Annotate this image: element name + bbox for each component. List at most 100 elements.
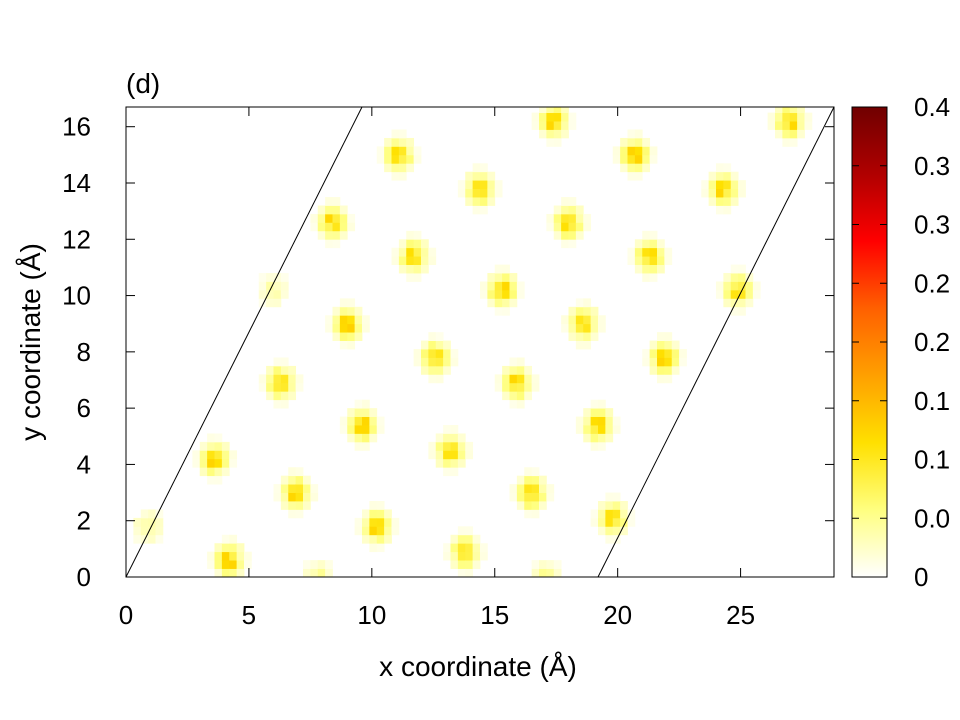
- density-cell: [362, 416, 370, 426]
- density-cell: [568, 315, 577, 325]
- density-cell: [575, 425, 584, 434]
- density-cell: [723, 180, 732, 190]
- density-cell: [539, 568, 547, 578]
- density-cell: [627, 517, 636, 527]
- density-cell: [288, 391, 297, 401]
- density-cell: [649, 357, 658, 367]
- density-cell: [273, 391, 282, 401]
- density-cell: [347, 306, 356, 316]
- density-cell: [428, 374, 437, 384]
- density-cell: [657, 340, 665, 350]
- density-cell: [745, 281, 754, 291]
- density-cell: [553, 107, 562, 114]
- density-cell: [221, 450, 230, 460]
- density-cell: [325, 315, 333, 325]
- density-cell: [391, 154, 400, 164]
- density-cell: [612, 416, 621, 426]
- density-cell: [730, 197, 739, 206]
- density-cell: [332, 205, 341, 215]
- density-cell: [620, 509, 628, 519]
- plot-area: [133, 107, 813, 578]
- density-cell: [339, 416, 348, 426]
- density-cell: [642, 357, 651, 367]
- density-cell: [480, 281, 488, 291]
- density-cell: [789, 112, 798, 122]
- density-cell: [605, 408, 614, 417]
- density-cell: [671, 365, 680, 375]
- density-cell: [465, 450, 474, 460]
- density-cell: [369, 501, 378, 510]
- x-tick-label: 25: [726, 600, 755, 630]
- density-cell: [332, 332, 341, 341]
- density-cell: [450, 543, 459, 553]
- density-cell: [583, 222, 592, 232]
- density-cell: [612, 517, 621, 527]
- density-cell: [339, 205, 348, 215]
- density-cell: [480, 205, 488, 215]
- density-cell: [590, 425, 599, 434]
- density-cell: [398, 171, 407, 181]
- density-cell: [716, 188, 724, 198]
- density-cell: [598, 323, 606, 333]
- density-cell: [332, 213, 341, 223]
- density-cell: [317, 205, 326, 215]
- density-peak: [258, 357, 304, 409]
- density-cell: [509, 399, 518, 409]
- density-cell: [280, 492, 289, 502]
- density-cell: [332, 323, 341, 333]
- density-cell: [310, 222, 319, 232]
- density-cell: [443, 365, 451, 375]
- density-peak: [207, 534, 252, 578]
- density-cell: [494, 264, 503, 274]
- density-cell: [428, 340, 437, 350]
- density-cell: [310, 213, 319, 223]
- density-cell: [516, 357, 525, 367]
- density-cell: [280, 484, 289, 493]
- density-cell: [590, 433, 599, 443]
- x-tick-label: 5: [242, 600, 256, 630]
- density-cell: [280, 374, 289, 384]
- density-cell: [524, 382, 533, 392]
- density-cell: [413, 273, 422, 282]
- density-cell: [280, 273, 289, 282]
- density-cell: [723, 289, 732, 299]
- density-cell: [288, 374, 297, 384]
- cell-boundary-lines: [125, 106, 835, 578]
- density-cell: [435, 433, 444, 443]
- density-cell: [214, 458, 223, 468]
- density-cell: [347, 315, 356, 325]
- density-cell: [730, 188, 739, 198]
- density-cell: [339, 323, 348, 333]
- density-peak: [561, 298, 606, 350]
- density-cell: [605, 517, 614, 527]
- density-cell: [428, 247, 437, 257]
- density-cell: [266, 365, 274, 375]
- density-cell: [730, 298, 739, 308]
- density-cell: [627, 247, 636, 257]
- density-cell: [568, 222, 577, 232]
- density-cell: [745, 298, 754, 308]
- density-cell: [472, 205, 481, 215]
- density-cell: [546, 484, 555, 493]
- density-peak: [575, 399, 621, 451]
- density-cell: [443, 357, 451, 367]
- density-cell: [782, 112, 791, 122]
- density-cell: [539, 112, 547, 122]
- density-cell: [443, 349, 451, 358]
- y-tick-label: 0: [77, 562, 91, 592]
- density-cell: [561, 239, 569, 249]
- density-cell: [288, 382, 297, 392]
- density-cell: [664, 365, 673, 375]
- density-cell: [280, 289, 289, 299]
- density-cell: [317, 213, 326, 223]
- density-peak: [339, 399, 385, 451]
- density-cell: [649, 230, 658, 240]
- density-cell: [413, 247, 422, 257]
- density-cell: [369, 509, 378, 519]
- density-cell: [509, 484, 518, 493]
- density-cell: [391, 517, 400, 527]
- density-cell: [531, 475, 540, 485]
- density-cell: [575, 230, 584, 240]
- plot-frame: [125, 106, 835, 578]
- density-cell: [708, 180, 717, 190]
